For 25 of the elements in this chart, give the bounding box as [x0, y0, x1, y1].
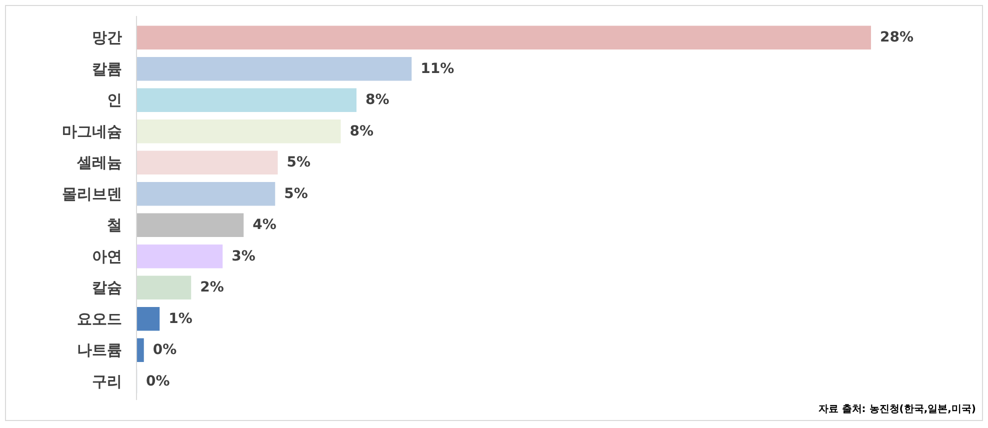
- y-tick-label: 칼슘: [92, 278, 122, 297]
- text: 자료 출처: 농진청(한국,일본,미국): [818, 404, 976, 415]
- data-label: 8%: [366, 92, 390, 108]
- data-label: 5%: [286, 154, 311, 171]
- y-tick-label: 요오드: [77, 310, 122, 328]
- y-tick-label: 마그네슘: [62, 122, 122, 140]
- data-label: 3%: [232, 248, 256, 264]
- data-label: 28%: [880, 30, 914, 46]
- y-tick-label: 아연: [92, 247, 122, 266]
- data-label: 0%: [146, 373, 170, 390]
- y-tick-label: 망간: [92, 28, 122, 47]
- data-label: 8%: [350, 123, 374, 140]
- y-tick-label: 철: [107, 216, 122, 234]
- y-tick-label: 구리: [92, 372, 122, 390]
- data-label: 5%: [284, 186, 308, 202]
- y-tick-label: 인: [107, 91, 122, 110]
- y-tick-label: 칼륨: [92, 60, 122, 78]
- y-tick-label: 몰리브덴: [62, 184, 122, 203]
- data-label: 11%: [420, 60, 454, 77]
- data-label: 2%: [200, 280, 224, 296]
- y-tick-label: 나트륨: [77, 341, 122, 360]
- data-label: 0%: [152, 342, 177, 358]
- y-tick-label: 셀레늄: [76, 154, 122, 172]
- data-label: 4%: [252, 217, 276, 234]
- data-label: 1%: [168, 310, 192, 327]
